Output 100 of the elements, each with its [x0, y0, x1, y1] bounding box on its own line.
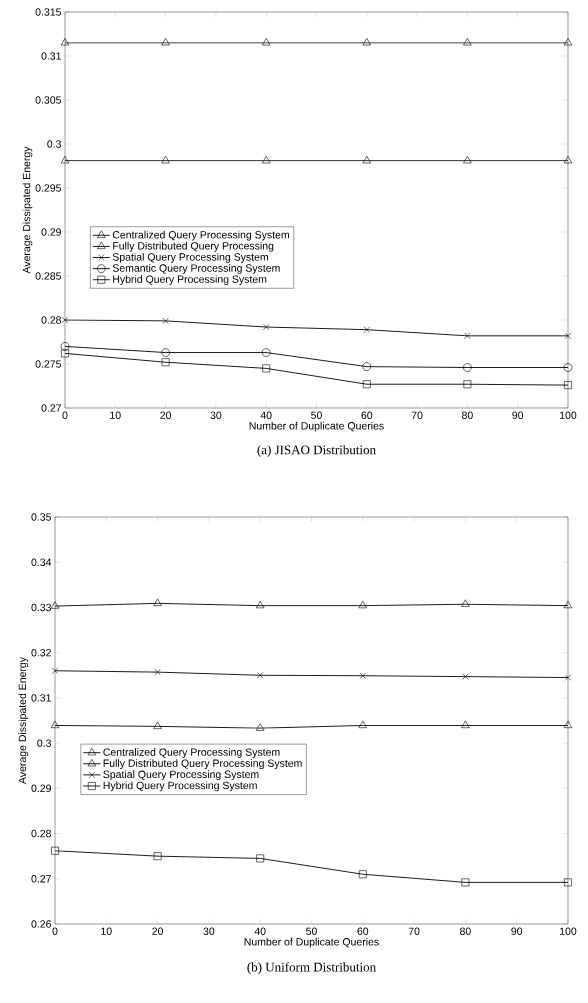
point [161, 38, 170, 46]
point [564, 878, 572, 887]
legend-label: Centralized Query Processing System [103, 748, 280, 758]
y-tick-label: 0.29 [41, 228, 61, 236]
point [153, 721, 162, 729]
legend-label: Fully Distributed Query Processing System [103, 759, 302, 770]
point [563, 38, 573, 46]
y-tick-label: 0.315 [35, 8, 62, 16]
legend-label: Spatial Query Processing System [103, 770, 259, 781]
point [359, 672, 366, 679]
y-tick-label: 0.285 [35, 272, 62, 280]
point [564, 674, 572, 681]
point [461, 878, 470, 887]
x-tick-label: 100 [560, 411, 577, 419]
point [162, 317, 169, 324]
point [362, 38, 371, 46]
x-axis-title: Number of Duplicate Queries [244, 937, 379, 948]
y-axis-title: Average Dissipated Energy [18, 657, 29, 784]
legend-label: Hybrid Query Processing System [103, 781, 257, 792]
point [60, 342, 70, 351]
text: (b) Uniform Distribution [247, 962, 376, 975]
x-tick-label: 40 [254, 927, 266, 935]
x-tick-label: 80 [462, 411, 473, 419]
legend-label: Hybrid Query Processing System [113, 275, 267, 285]
point [463, 363, 472, 372]
x-tick-label: 70 [411, 411, 423, 419]
point [50, 720, 60, 729]
point [256, 723, 265, 731]
point [358, 600, 367, 609]
y-tick-label: 0.28 [31, 829, 51, 838]
point [461, 599, 470, 607]
y-tick-label: 0.275 [35, 360, 62, 368]
x-tick-label: 50 [311, 411, 322, 419]
point [154, 668, 161, 676]
legend-label: Centralized Query Processing System [112, 230, 289, 241]
y-tick-label: 0.3 [37, 739, 52, 747]
point [363, 326, 370, 333]
y-tick-label: 0.35 [31, 513, 52, 521]
x-tick-label: 70 [408, 927, 420, 935]
x-tick-label: 20 [152, 927, 164, 935]
point [563, 155, 573, 164]
x-tick-label: 0 [62, 411, 68, 419]
point [263, 323, 270, 331]
point [362, 380, 371, 389]
point [51, 846, 59, 855]
y-tick-label: 0.33 [31, 603, 51, 612]
x-tick-label: 90 [512, 411, 524, 419]
x-tick-label: 0 [52, 927, 58, 935]
legend-label: Fully Distributed Query Processing [113, 241, 274, 252]
point [262, 38, 271, 46]
y-tick-label: 0.305 [35, 96, 62, 104]
y-tick-label: 0.31 [41, 52, 61, 60]
x-tick-label: 30 [203, 927, 215, 935]
point [564, 381, 572, 390]
point [563, 720, 573, 729]
point [464, 332, 471, 339]
text: (a) JISAO Distribution [257, 445, 376, 457]
y-tick-label: 0.295 [35, 184, 62, 192]
y-tick-label: 0.28 [41, 316, 61, 324]
x-tick-label: 10 [110, 411, 121, 419]
x-tick-label: 60 [357, 927, 369, 935]
point [462, 673, 469, 680]
point [362, 155, 371, 164]
point [153, 852, 162, 861]
point [161, 155, 170, 164]
y-tick-label: 0.27 [41, 404, 61, 412]
point [463, 38, 472, 46]
point [463, 155, 472, 164]
x-tick-label: 60 [361, 411, 373, 419]
point [50, 601, 60, 609]
x-tick-label: 10 [101, 927, 112, 935]
x-tick-label: 40 [260, 411, 272, 419]
x-tick-label: 90 [511, 927, 523, 935]
point [161, 348, 170, 357]
point [161, 358, 170, 367]
point [358, 720, 367, 729]
x-tick-label: 30 [210, 411, 222, 419]
x-tick-label: 20 [160, 411, 172, 419]
legend-label: Semantic Query Processing System [112, 264, 280, 274]
point [362, 362, 372, 371]
y-tick-label: 0.32 [31, 648, 51, 657]
point [51, 667, 59, 674]
point [60, 155, 70, 164]
y-tick-label: 0.31 [31, 694, 51, 702]
y-tick-label: 0.3 [47, 140, 62, 148]
x-axis-title: Number of Duplicate Queries [249, 421, 384, 432]
y-tick-label: 0.26 [31, 920, 51, 928]
point [261, 348, 271, 357]
point [564, 332, 572, 339]
y-tick-label: 0.29 [31, 784, 51, 793]
y-axis-title: Average Dissipated Energy [22, 146, 33, 274]
point [262, 364, 271, 373]
y-tick-label: 0.27 [31, 875, 51, 883]
point [256, 600, 265, 609]
x-tick-label: 80 [460, 927, 471, 935]
point [60, 38, 70, 46]
point [61, 349, 69, 358]
x-tick-label: 50 [306, 927, 317, 935]
x-tick-label: 100 [560, 927, 577, 935]
point [358, 870, 367, 879]
